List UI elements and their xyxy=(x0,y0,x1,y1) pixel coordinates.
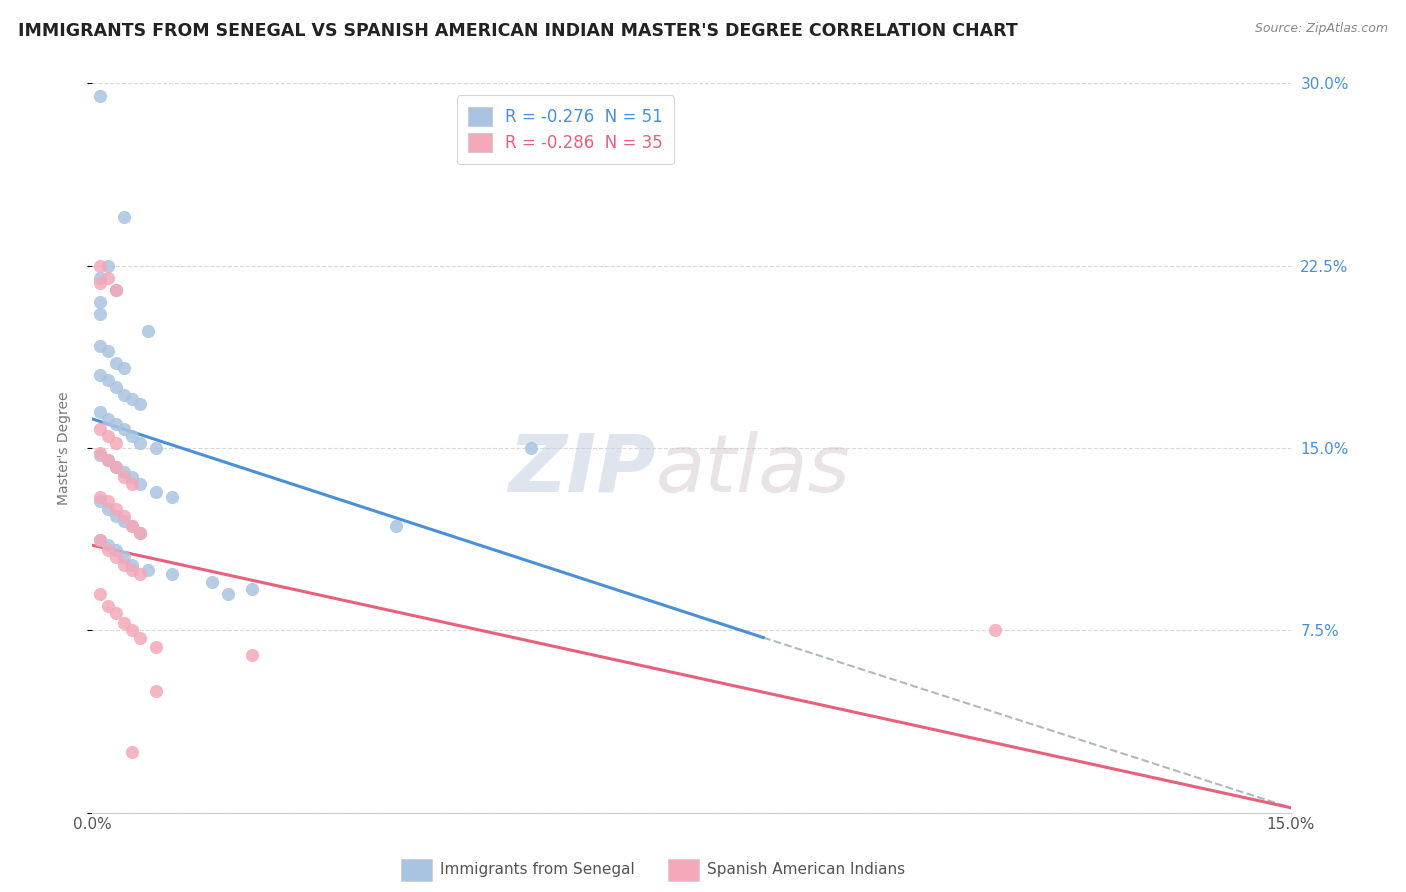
Text: Source: ZipAtlas.com: Source: ZipAtlas.com xyxy=(1254,22,1388,36)
Point xyxy=(97,543,120,558)
Point xyxy=(112,558,135,572)
Point xyxy=(121,477,143,491)
Point xyxy=(97,494,120,508)
Point xyxy=(89,494,111,508)
Point xyxy=(121,470,143,484)
Point xyxy=(89,271,111,285)
Point xyxy=(112,550,135,565)
Point xyxy=(121,745,143,759)
Point xyxy=(97,373,120,387)
Point xyxy=(104,380,127,394)
Point xyxy=(104,550,127,565)
Point xyxy=(89,490,111,504)
Point xyxy=(97,343,120,358)
Point xyxy=(384,518,406,533)
Point xyxy=(160,567,183,582)
Point xyxy=(240,582,263,596)
Point xyxy=(217,587,239,601)
Point xyxy=(104,436,127,450)
Point xyxy=(112,360,135,375)
Point xyxy=(89,339,111,353)
Point xyxy=(97,412,120,426)
Point xyxy=(97,259,120,273)
Point xyxy=(89,446,111,460)
Point xyxy=(104,509,127,524)
Point xyxy=(112,509,135,524)
Text: Immigrants from Senegal: Immigrants from Senegal xyxy=(440,863,636,877)
Point xyxy=(112,470,135,484)
Point xyxy=(104,460,127,475)
Point xyxy=(104,543,127,558)
Point xyxy=(89,587,111,601)
Point xyxy=(89,295,111,310)
Point xyxy=(129,477,152,491)
Point xyxy=(121,624,143,638)
Point xyxy=(104,607,127,621)
Point xyxy=(89,533,111,548)
Point xyxy=(112,421,135,435)
Point xyxy=(240,648,263,662)
Point xyxy=(89,421,111,435)
Point xyxy=(97,538,120,552)
Point xyxy=(112,387,135,401)
Point xyxy=(129,397,152,411)
Point xyxy=(201,574,224,589)
Point xyxy=(89,448,111,462)
Point xyxy=(136,324,159,338)
Point xyxy=(145,484,167,499)
Point xyxy=(129,526,152,541)
Point xyxy=(89,276,111,290)
Point xyxy=(97,429,120,443)
Point xyxy=(121,392,143,407)
Point xyxy=(121,518,143,533)
Point xyxy=(136,562,159,576)
Point xyxy=(104,356,127,370)
Point xyxy=(89,88,111,103)
Text: Spanish American Indians: Spanish American Indians xyxy=(707,863,905,877)
Legend: R = -0.276  N = 51, R = -0.286  N = 35: R = -0.276 N = 51, R = -0.286 N = 35 xyxy=(457,95,675,164)
Point xyxy=(97,453,120,467)
Point xyxy=(104,501,127,516)
Point xyxy=(112,465,135,479)
Point xyxy=(89,404,111,418)
Point xyxy=(121,558,143,572)
Point xyxy=(89,533,111,548)
Point xyxy=(121,518,143,533)
Point xyxy=(112,615,135,630)
Point xyxy=(121,429,143,443)
Point xyxy=(145,684,167,698)
Text: ZIP: ZIP xyxy=(508,431,655,508)
Point xyxy=(97,599,120,613)
Point xyxy=(97,453,120,467)
Point xyxy=(145,441,167,455)
Point xyxy=(97,271,120,285)
Text: atlas: atlas xyxy=(655,431,851,508)
Point xyxy=(104,460,127,475)
Point xyxy=(121,562,143,576)
Point xyxy=(112,210,135,224)
Point xyxy=(89,307,111,321)
Text: IMMIGRANTS FROM SENEGAL VS SPANISH AMERICAN INDIAN MASTER'S DEGREE CORRELATION C: IMMIGRANTS FROM SENEGAL VS SPANISH AMERI… xyxy=(18,22,1018,40)
Point xyxy=(160,490,183,504)
Point xyxy=(129,526,152,541)
Point xyxy=(104,283,127,297)
Y-axis label: Master's Degree: Master's Degree xyxy=(58,392,72,505)
Point xyxy=(129,436,152,450)
Point xyxy=(89,368,111,382)
Point xyxy=(89,259,111,273)
Point xyxy=(112,514,135,528)
Point xyxy=(129,567,152,582)
Point xyxy=(129,631,152,645)
Point xyxy=(104,417,127,431)
Point xyxy=(520,441,543,455)
Point xyxy=(984,624,1007,638)
Point xyxy=(104,283,127,297)
Point xyxy=(97,501,120,516)
Point xyxy=(145,640,167,655)
